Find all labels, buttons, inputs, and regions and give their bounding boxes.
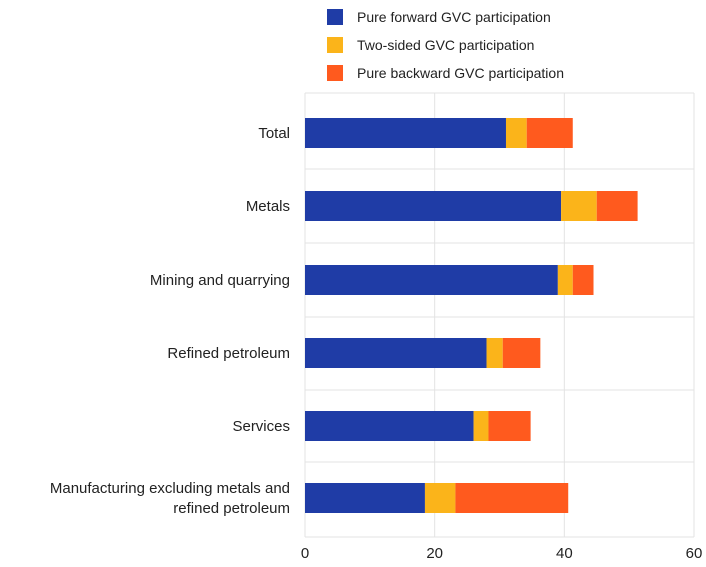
x-axis-ticks: 0 20 40 60 <box>301 545 703 562</box>
bar-segment <box>305 191 562 221</box>
bar-segment <box>526 118 573 148</box>
bar-segment <box>424 483 456 513</box>
bar-segment <box>596 191 638 221</box>
legend-label: Pure forward GVC participation <box>357 9 551 25</box>
category-label: Refined petroleum <box>167 345 290 362</box>
legend-swatch <box>327 9 343 25</box>
bar-segment <box>502 338 541 368</box>
bar-segment <box>557 265 573 295</box>
legend-swatch <box>327 37 343 53</box>
bar-segment <box>488 411 531 441</box>
legend-swatch <box>327 65 343 81</box>
category-label: refined petroleum <box>173 500 290 517</box>
x-tick-label: 0 <box>301 545 309 562</box>
bar-segment <box>305 338 487 368</box>
bars <box>305 118 638 513</box>
category-label: Services <box>232 418 290 435</box>
bar-segment <box>305 483 425 513</box>
legend: Pure forward GVC participation Two-sided … <box>327 9 564 81</box>
bar-segment <box>455 483 569 513</box>
bar-segment <box>305 265 558 295</box>
grid-lines <box>304 92 695 538</box>
category-label: Metals <box>246 198 290 215</box>
x-tick-label: 20 <box>426 545 443 562</box>
bar-segment <box>505 118 527 148</box>
bar-segment <box>572 265 594 295</box>
x-tick-label: 40 <box>556 545 573 562</box>
bar-segment <box>486 338 503 368</box>
category-label: Mining and quarrying <box>150 272 290 289</box>
category-labels: Total Metals Mining and quarrying Refined p… <box>50 125 290 517</box>
x-tick-label: 60 <box>686 545 703 562</box>
bar-segment <box>305 118 506 148</box>
legend-label: Pure backward GVC participation <box>357 65 564 81</box>
bar-segment <box>561 191 597 221</box>
bar-segment <box>305 411 474 441</box>
category-label: Manufacturing excluding metals and <box>50 480 290 497</box>
category-label: Total <box>258 125 290 142</box>
bar-segment <box>473 411 489 441</box>
legend-label: Two-sided GVC participation <box>357 37 534 53</box>
